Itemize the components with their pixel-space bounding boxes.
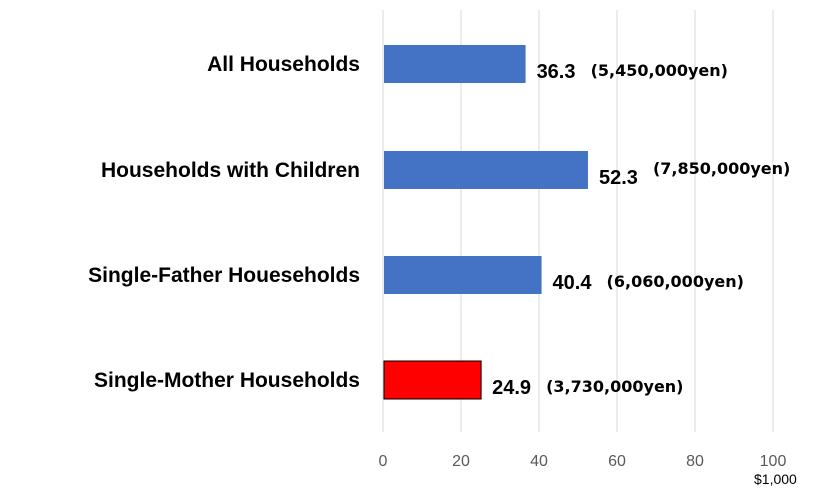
x-tick-label: 40 <box>530 453 548 470</box>
value-label: 40.4 <box>553 272 593 294</box>
bar <box>384 151 588 189</box>
x-tick-label: 0 <box>379 453 388 470</box>
category-label: Single-Father Houeseholds <box>88 264 360 287</box>
value-label: 24.9 <box>492 377 531 399</box>
bar <box>383 360 482 400</box>
x-tick-label: 80 <box>686 453 704 470</box>
bar <box>384 45 526 83</box>
value-label: 36.3 <box>537 61 576 83</box>
yen-annotation: (6,060,000yen) <box>607 272 744 291</box>
category-label: Households with Children <box>101 159 360 182</box>
bars <box>383 45 588 400</box>
x-tick-label: 60 <box>608 453 626 470</box>
yen-annotation: (3,730,000yen) <box>546 377 683 396</box>
labels: All Households 36.3 (5,450,000yen) Househol… <box>88 53 790 399</box>
x-axis-ticks: 0 20 40 60 80 100 <box>379 453 787 470</box>
yen-annotation: (7,850,000yen) <box>653 159 790 178</box>
category-label: All Households <box>207 53 360 76</box>
x-tick-label: 20 <box>452 453 470 470</box>
category-label: Single-Mother Households <box>94 369 360 392</box>
bar <box>384 256 542 294</box>
x-tick-label: 100 <box>760 453 787 470</box>
yen-annotation: (5,450,000yen) <box>591 61 728 80</box>
x-axis-unit-label: $1,000 <box>754 471 797 487</box>
value-label: 52.3 <box>599 167 638 189</box>
